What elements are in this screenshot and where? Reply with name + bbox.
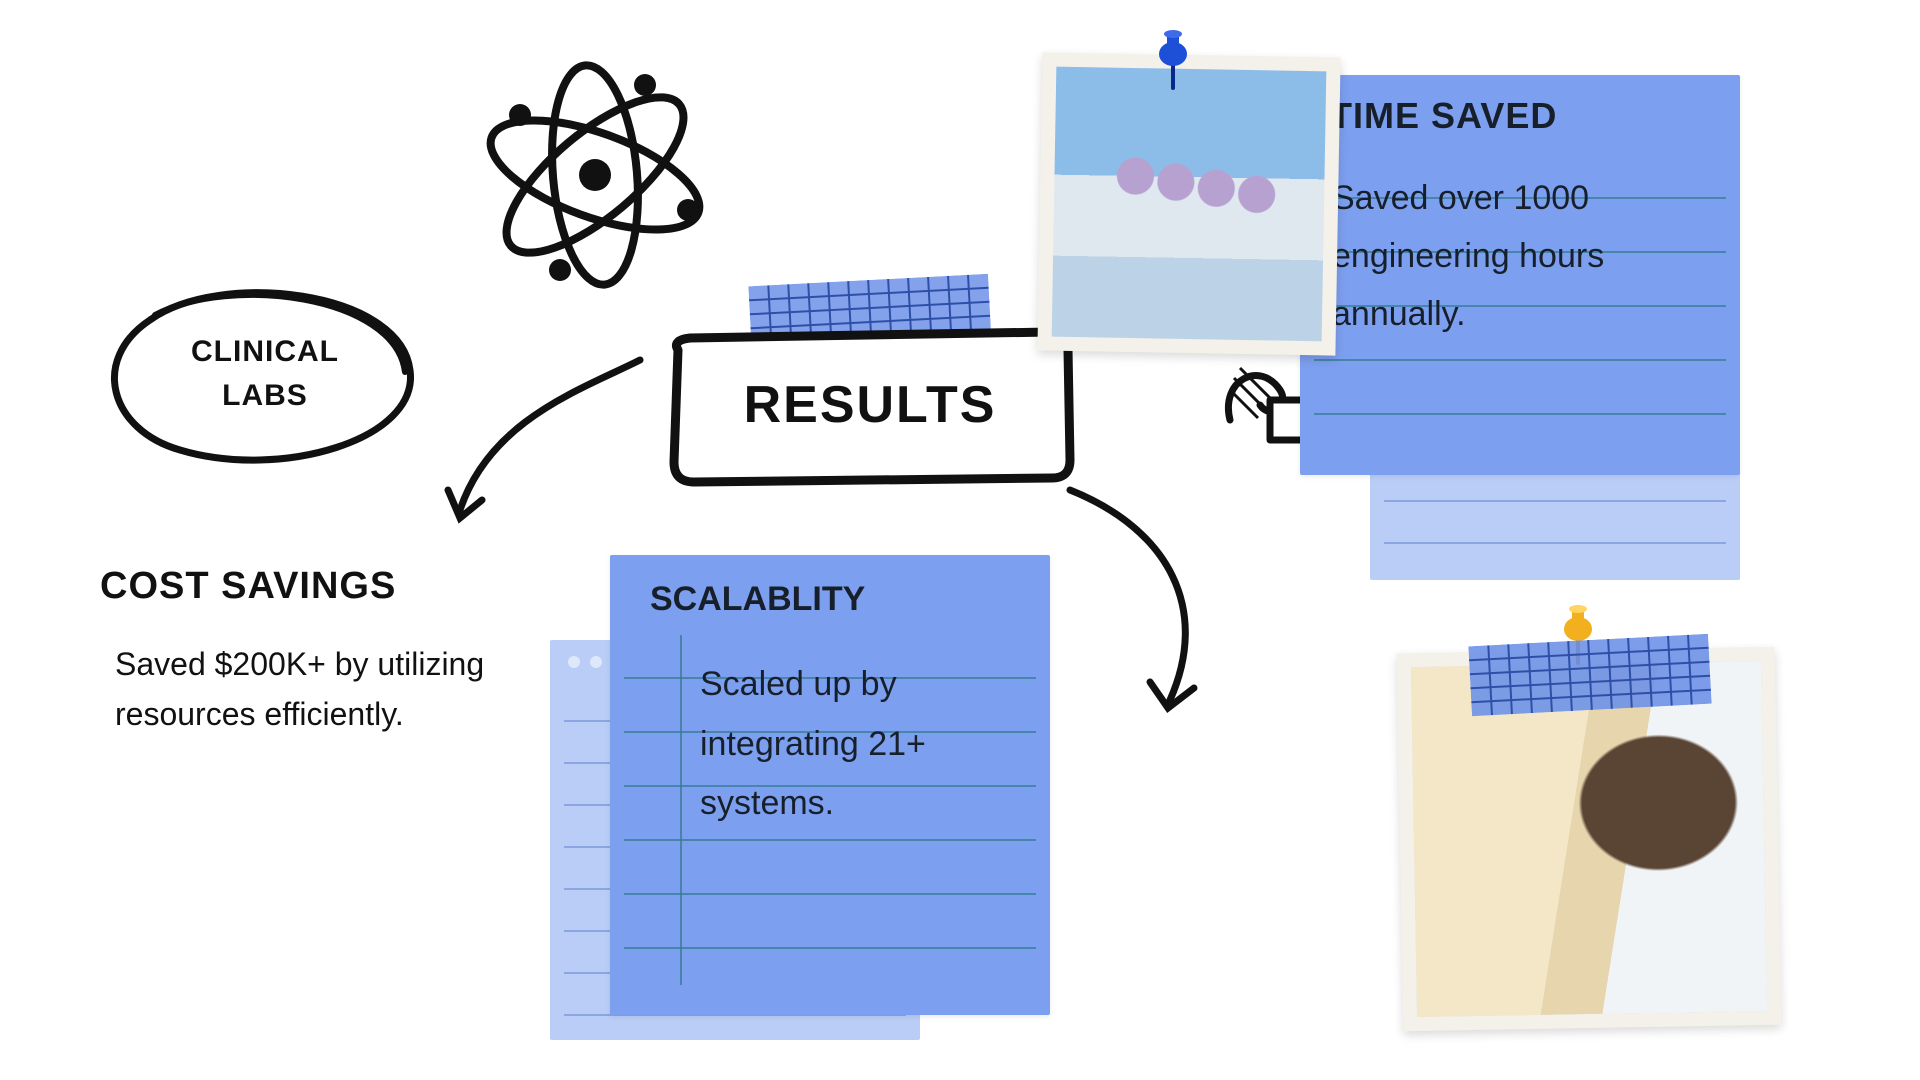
- infographic-canvas: CLINICAL LABS: [0, 0, 1920, 1080]
- cost-savings-body: Saved $200K+ by utilizing resources effi…: [115, 640, 495, 739]
- tape-icon-2: [1468, 634, 1711, 716]
- clinical-labs-label: CLINICAL LABS: [150, 330, 380, 417]
- cost-savings-title: COST SAVINGS: [100, 565, 396, 608]
- scalability-body: Scaled up by integrating 21+ systems.: [700, 655, 1030, 834]
- scalability-card: SCALABLITY Scaled up by integrating 21+ …: [610, 555, 1050, 1015]
- time-title: TIME SAVED: [1330, 95, 1557, 137]
- clinical-labs-line1: CLINICAL: [150, 330, 380, 374]
- arrow-to-scalability-icon: [1050, 470, 1250, 730]
- time-card: TIME SAVED Saved over 1000 engineering h…: [1300, 75, 1740, 475]
- results-label: RESULTS: [660, 375, 1080, 435]
- clinical-labs-line2: LABS: [150, 374, 380, 418]
- arrow-to-cost-icon: [430, 340, 660, 540]
- results-box: RESULTS: [660, 320, 1080, 490]
- atom-icon: [460, 60, 730, 290]
- lab-tubes-photo: [1037, 52, 1340, 355]
- pushpin-blue-icon: [1150, 30, 1196, 90]
- scalability-title: SCALABLITY: [650, 580, 865, 619]
- time-body: Saved over 1000 engineering hours annual…: [1332, 170, 1712, 343]
